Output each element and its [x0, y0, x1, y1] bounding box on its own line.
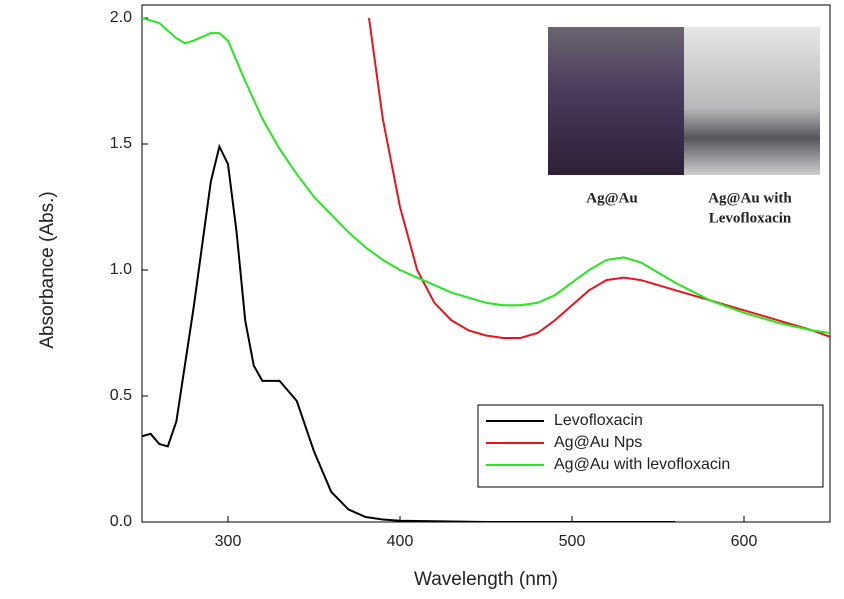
legend-box [477, 404, 824, 488]
y-tick-label: 2.0 [110, 9, 132, 26]
y-tick-label: 0.0 [110, 513, 132, 530]
annotation: Ag@Au [586, 190, 637, 206]
series-line [142, 17, 830, 334]
series-line [142, 143, 676, 522]
x-tick-label: 600 [731, 533, 758, 550]
x-tick-label: 500 [559, 533, 586, 550]
legend-label: Ag@Au with levofloxacin [554, 456, 730, 473]
photo [548, 27, 684, 175]
photo [684, 27, 820, 175]
annotation: Levofloxacin [709, 210, 792, 226]
inset-photos [548, 27, 820, 175]
y-tick-label: 1.5 [110, 135, 132, 152]
x-axis-label: Wavelength (nm) [414, 569, 558, 590]
annotation: Ag@Au with [708, 190, 792, 206]
y-axis-label: Absorbance (Abs.) [37, 191, 58, 348]
legend-label: Ag@Au Nps [554, 434, 642, 451]
legend-label: Levofloxacin [554, 412, 643, 429]
y-tick-label: 0.5 [110, 387, 132, 404]
y-tick-label: 1.0 [110, 261, 132, 278]
x-tick-label: 400 [387, 533, 414, 550]
x-tick-label: 300 [215, 533, 242, 550]
